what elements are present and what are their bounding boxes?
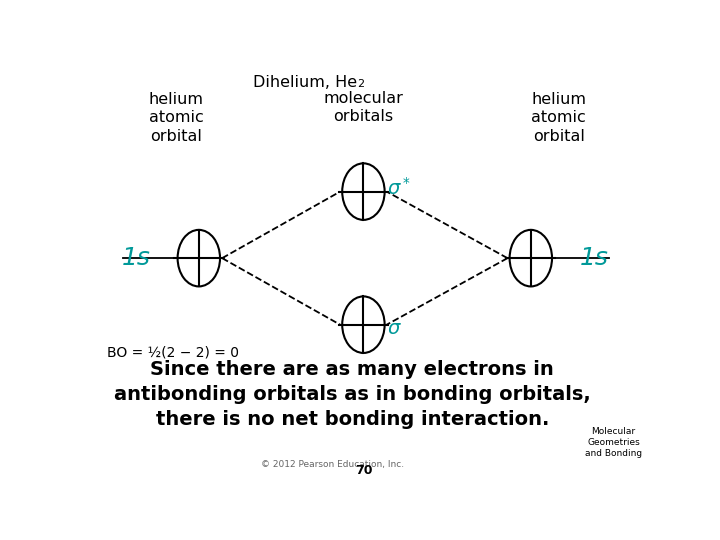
Text: Dihelium, He: Dihelium, He <box>253 75 356 90</box>
Text: © 2012 Pearson Education, Inc.: © 2012 Pearson Education, Inc. <box>261 460 405 469</box>
Text: 1s: 1s <box>121 246 150 270</box>
Text: 1s: 1s <box>580 246 608 270</box>
Text: Molecular
Geometries
and Bonding: Molecular Geometries and Bonding <box>585 427 642 458</box>
Text: helium
atomic
orbital: helium atomic orbital <box>531 92 586 144</box>
Text: $\mathit{\sigma}^*$: $\mathit{\sigma}^*$ <box>387 177 412 198</box>
Text: $_2$: $_2$ <box>356 75 365 90</box>
Text: 70: 70 <box>355 464 372 477</box>
Text: BO = ½(2 − 2) = 0: BO = ½(2 − 2) = 0 <box>107 346 239 360</box>
Text: Since there are as many electrons in
antibonding orbitals as in bonding orbitals: Since there are as many electrons in ant… <box>114 360 590 429</box>
Text: $\mathit{\sigma}$: $\mathit{\sigma}$ <box>387 319 402 339</box>
Text: helium
atomic
orbital: helium atomic orbital <box>149 92 204 144</box>
Text: molecular
orbitals: molecular orbitals <box>323 91 403 124</box>
